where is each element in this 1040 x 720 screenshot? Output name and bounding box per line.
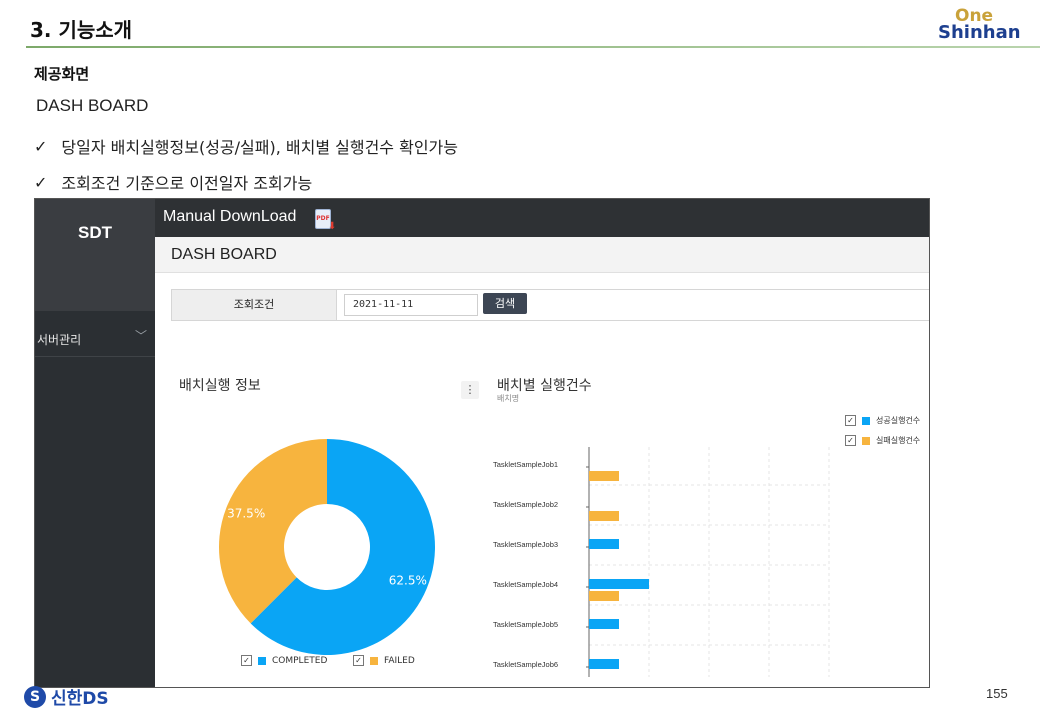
header-divider bbox=[26, 46, 1040, 48]
legend-label: 실패실행건수 bbox=[876, 436, 921, 445]
sidebar-brand-area bbox=[35, 199, 155, 311]
section-subtitle: DASH BOARD bbox=[36, 96, 149, 115]
bar-chart: 0건수2건수4건수6건수8건수TaskletSampleJob1TaskletS… bbox=[493, 447, 830, 677]
page-number: 155 bbox=[986, 686, 1008, 701]
logo-one-text: One bbox=[955, 6, 994, 26]
bar-failed[interactable] bbox=[589, 471, 619, 481]
legend-label: COMPLETED bbox=[272, 655, 328, 666]
legend-item-failed[interactable]: ✓ FAILED bbox=[353, 655, 415, 666]
pdf-file-icon[interactable]: PDF bbox=[315, 209, 331, 229]
checkmark-icon: ✓ bbox=[34, 172, 48, 192]
donut-slice-label: 62.5% bbox=[389, 573, 427, 587]
bar-failed[interactable] bbox=[589, 511, 619, 521]
bar-success[interactable] bbox=[589, 619, 619, 629]
search-condition-bar: 조회조건 2021-11-11 검색 bbox=[171, 289, 929, 321]
legend-label: FAILED bbox=[384, 655, 415, 666]
legend-swatch bbox=[862, 416, 870, 425]
bullet-item: ✓ 조회조건 기준으로 이전일자 조회가능 bbox=[34, 170, 312, 194]
bar-success[interactable] bbox=[589, 579, 649, 589]
legend-checkbox[interactable]: ✓ bbox=[241, 655, 252, 666]
section-title: 제공화면 bbox=[34, 65, 90, 83]
legend-item-completed[interactable]: ✓ COMPLETED bbox=[241, 655, 327, 666]
main-content: DASH BOARD 조회조건 2021-11-11 검색 배치실행 정보 ⋮ … bbox=[155, 237, 929, 687]
legend-checkbox[interactable]: ✓ bbox=[845, 435, 856, 446]
slide-title: 3. 기능소개 bbox=[30, 18, 133, 42]
topbar bbox=[155, 199, 929, 237]
sidebar-brand[interactable]: SDT bbox=[78, 223, 112, 242]
date-input[interactable]: 2021-11-11 bbox=[344, 294, 478, 316]
legend-swatch bbox=[862, 436, 870, 445]
bullet-item: ✓ 당일자 배치실행정보(성공/실패), 배치별 실행건수 확인가능 bbox=[34, 134, 458, 158]
chevron-down-icon[interactable]: ﹀ bbox=[135, 329, 148, 343]
bullet-text: 당일자 배치실행정보(성공/실패), 배치별 실행건수 확인가능 bbox=[61, 138, 458, 157]
y-tick-label: TaskletSampleJob3 bbox=[493, 540, 558, 549]
bar-failed[interactable] bbox=[589, 591, 619, 601]
content-header bbox=[155, 237, 929, 273]
legend-item-fail[interactable]: ✓ 실패실행건수 bbox=[845, 435, 920, 446]
donut-chart: 62.5% 37.5% bbox=[219, 439, 435, 655]
sidebar-item-server-management[interactable]: 서버관리 bbox=[35, 319, 155, 357]
search-button[interactable]: 검색 bbox=[483, 293, 527, 314]
donut-slice-label: 37.5% bbox=[227, 507, 265, 521]
legend-label: 성공실행건수 bbox=[876, 416, 921, 425]
bar-success[interactable] bbox=[589, 539, 619, 549]
y-tick-label: TaskletSampleJob5 bbox=[493, 620, 558, 629]
legend-item-success[interactable]: ✓ 성공실행건수 bbox=[845, 415, 920, 426]
bar-chart-axis-label-y: 배치명 bbox=[497, 394, 520, 403]
pie-chart-title: 배치실행 정보 bbox=[179, 378, 261, 394]
footer-logo-text: 신한DS bbox=[51, 689, 109, 709]
y-tick-label: TaskletSampleJob4 bbox=[493, 580, 558, 589]
y-tick-label: TaskletSampleJob1 bbox=[493, 460, 558, 469]
checkmark-icon: ✓ bbox=[34, 136, 48, 156]
legend-checkbox[interactable]: ✓ bbox=[353, 655, 364, 666]
bar-chart-title: 배치별 실행건수 bbox=[497, 378, 592, 394]
download-arrow-icon: ⬇ bbox=[328, 221, 337, 232]
donut-slice-completed[interactable] bbox=[250, 439, 435, 655]
legend-swatch bbox=[258, 656, 266, 665]
legend-checkbox[interactable]: ✓ bbox=[845, 415, 856, 426]
search-condition-label: 조회조건 bbox=[172, 290, 337, 320]
y-tick-label: TaskletSampleJob2 bbox=[493, 500, 558, 509]
dashboard-app-window: SDT 서버관리 ﹀ Manual DownLoad PDF ⬇ DASH BO… bbox=[34, 198, 930, 688]
bullet-text: 조회조건 기준으로 이전일자 조회가능 bbox=[61, 174, 313, 193]
manual-download-link[interactable]: Manual DownLoad bbox=[163, 208, 297, 225]
y-tick-label: TaskletSampleJob6 bbox=[493, 660, 558, 669]
footer-logo: S 신한DS bbox=[24, 684, 109, 709]
donut-slice-failed[interactable] bbox=[219, 439, 327, 624]
legend-swatch bbox=[370, 656, 378, 665]
page-title: DASH BOARD bbox=[171, 246, 277, 263]
more-options-icon[interactable]: ⋮ bbox=[461, 381, 479, 399]
bar-success[interactable] bbox=[589, 659, 619, 669]
shinhan-logo-icon: S bbox=[24, 685, 46, 708]
logo-shinhan-text: Shinhan bbox=[938, 22, 1021, 43]
